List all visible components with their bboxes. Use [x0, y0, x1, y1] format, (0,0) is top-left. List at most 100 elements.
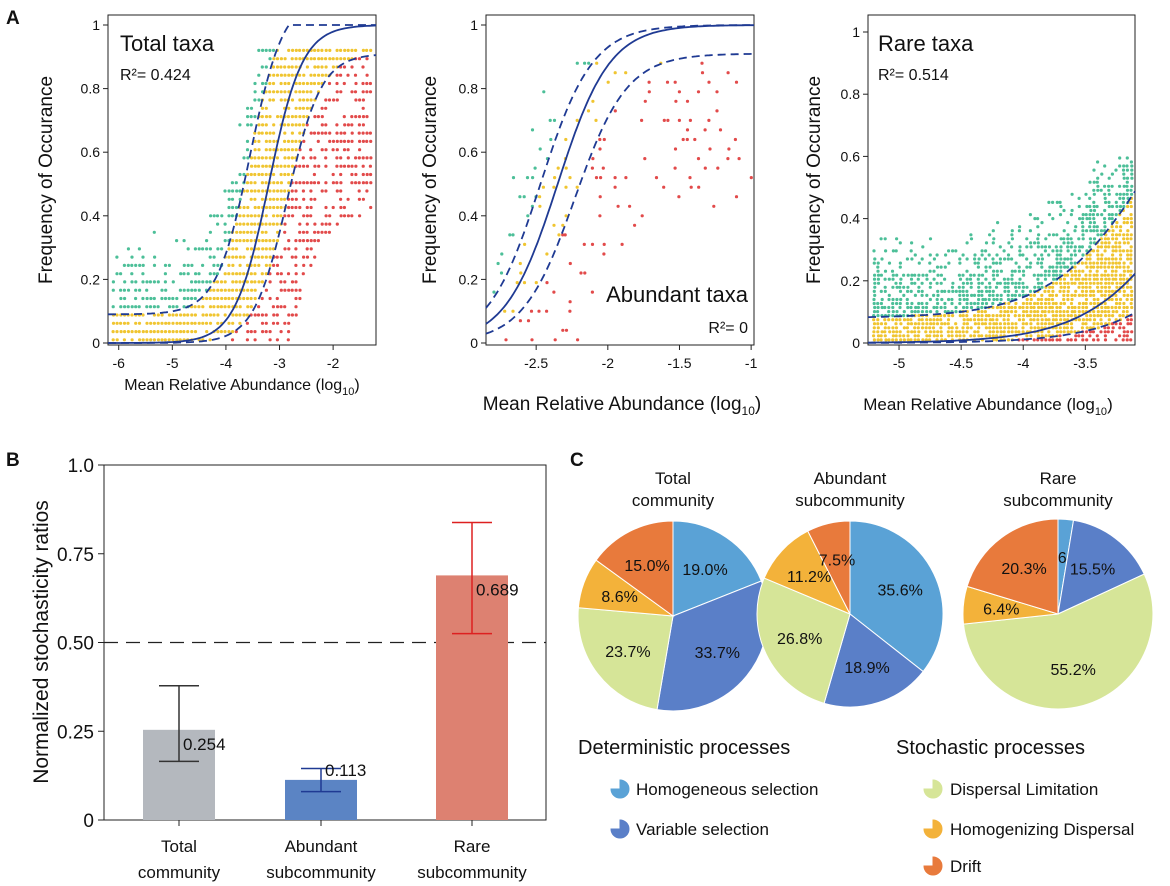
data-point [290, 57, 294, 61]
data-point [895, 301, 899, 306]
data-point [602, 242, 606, 246]
legend-item-drift: Drift [923, 856, 981, 876]
data-point [939, 330, 943, 334]
data-point [130, 313, 134, 317]
data-point [279, 288, 283, 292]
data-point [906, 334, 910, 338]
data-point [317, 57, 321, 61]
data-point [272, 123, 276, 127]
data-point [365, 156, 369, 160]
data-point [564, 137, 568, 142]
data-point [261, 48, 265, 53]
data-point [999, 326, 1003, 330]
data-point [350, 65, 354, 69]
data-point [1054, 314, 1058, 318]
data-point [999, 310, 1003, 314]
data-point [343, 123, 347, 127]
data-point [316, 48, 320, 53]
data-point [891, 273, 895, 277]
data-point [545, 252, 549, 256]
data-point [264, 330, 268, 334]
data-point [268, 239, 272, 243]
data-point [126, 288, 131, 292]
data-point [279, 197, 283, 201]
data-point [872, 330, 876, 334]
data-point [872, 277, 877, 281]
data-point [361, 139, 365, 143]
data-point [331, 65, 335, 69]
data-point [123, 305, 127, 309]
data-point [331, 57, 335, 61]
data-point [1017, 318, 1022, 322]
y-tick-label: 0.2 [459, 271, 479, 287]
data-point [320, 230, 324, 234]
data-point [1107, 289, 1111, 293]
data-point [1092, 225, 1096, 229]
data-point [1118, 164, 1122, 168]
data-point [921, 245, 925, 249]
data-point [312, 172, 316, 177]
data-point [1077, 249, 1082, 253]
data-point [1033, 217, 1037, 221]
data-point [242, 272, 246, 276]
data-point [257, 48, 261, 53]
data-point [208, 230, 212, 234]
data-point [1084, 277, 1088, 281]
data-point [1104, 241, 1108, 245]
data-point [954, 310, 958, 314]
data-point [141, 272, 145, 276]
data-point [1129, 200, 1133, 204]
data-point [1002, 318, 1006, 322]
data-point [186, 313, 190, 317]
data-point [342, 205, 346, 210]
data-point [1103, 184, 1107, 188]
data-point [1092, 265, 1096, 269]
data-point [991, 293, 995, 297]
x-tick-label: -4.5 [949, 355, 973, 371]
data-point [591, 157, 595, 161]
data-point [283, 189, 287, 193]
data-point [913, 253, 917, 257]
data-point [1059, 285, 1063, 289]
data-point [1091, 289, 1096, 293]
data-point [712, 204, 716, 208]
data-point [249, 115, 253, 119]
plot-title: Total taxa [120, 31, 215, 56]
data-point [984, 326, 989, 330]
data-point [324, 73, 328, 77]
data-point [1010, 281, 1015, 285]
data-point [294, 106, 298, 110]
data-point [1044, 318, 1048, 322]
data-point [962, 297, 966, 302]
data-point [339, 156, 343, 160]
data-point [1118, 301, 1122, 306]
data-point [1058, 261, 1062, 265]
data-point [564, 214, 568, 218]
data-point [1085, 217, 1089, 221]
data-point [576, 338, 580, 342]
data-point [883, 330, 887, 334]
data-point [1029, 297, 1033, 302]
data-point [906, 289, 910, 293]
data-point [111, 288, 115, 292]
data-point [1006, 310, 1010, 314]
data-point [1129, 233, 1133, 237]
data-point [689, 185, 693, 189]
data-point [917, 322, 921, 326]
x-tick-label: -2 [327, 355, 340, 371]
y-tick-label: 0.4 [841, 211, 861, 227]
data-point [287, 239, 291, 243]
data-point [876, 281, 881, 285]
data-point [1054, 269, 1058, 273]
data-point [1085, 326, 1089, 330]
data-point [260, 321, 265, 325]
data-point [1044, 305, 1048, 310]
data-point [260, 115, 264, 119]
data-point [643, 99, 647, 103]
data-point [1059, 204, 1063, 209]
data-point [152, 321, 156, 325]
data-point [272, 205, 276, 210]
data-point [883, 289, 887, 293]
pie-title: Total [655, 469, 691, 488]
data-point [1081, 334, 1085, 338]
